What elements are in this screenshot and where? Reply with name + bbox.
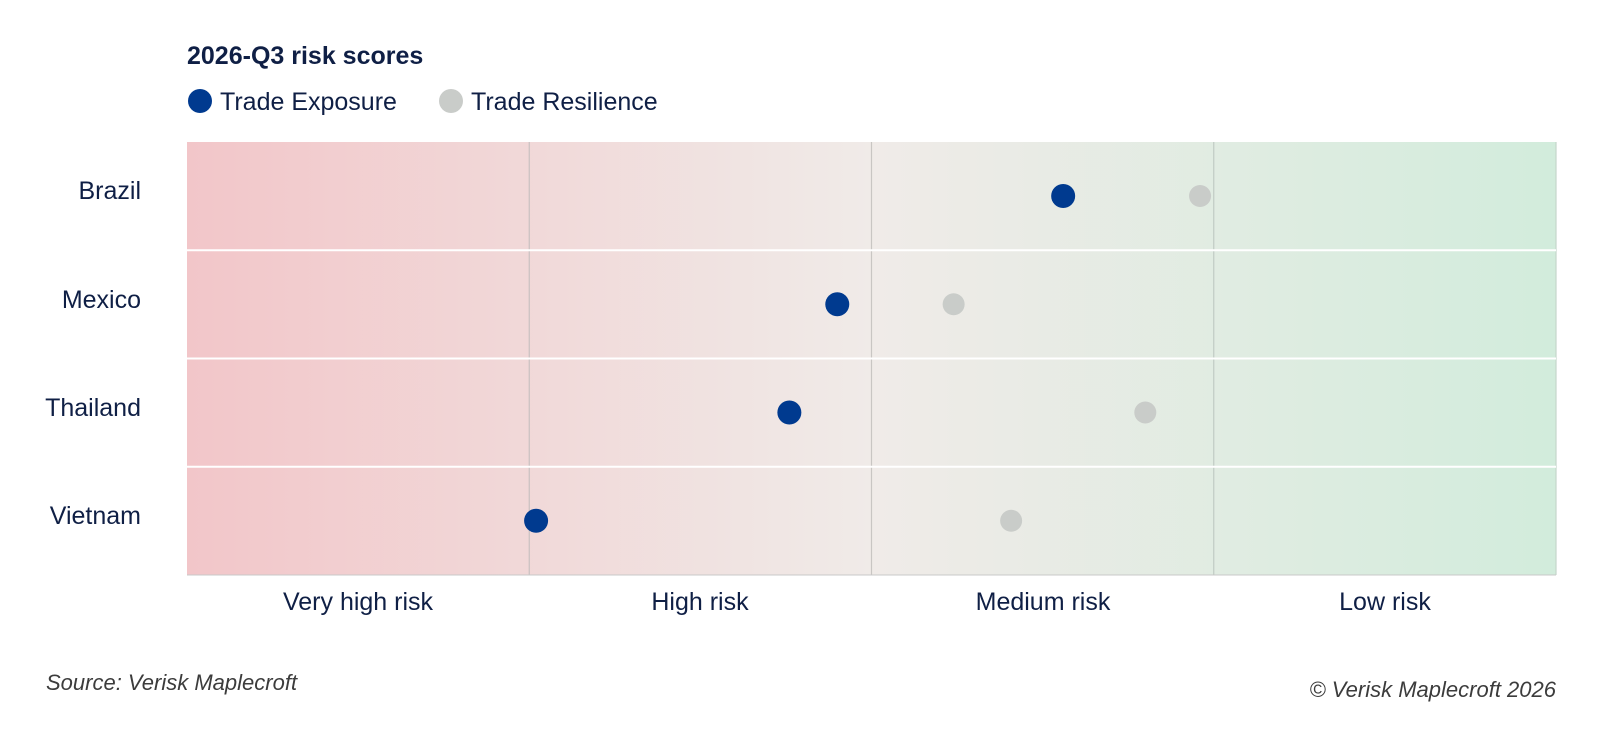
legend: Trade Exposure Trade Resilience [188, 88, 658, 116]
row-label-vietnam: Vietnam [50, 502, 141, 530]
point-trade-exposure-vietnam [524, 508, 549, 533]
legend-marker-trade-exposure [188, 89, 212, 113]
row-label-thailand: Thailand [45, 394, 141, 422]
band-label-very-high-risk: Very high risk [283, 588, 434, 616]
data-points [524, 184, 1212, 533]
row-label-mexico: Mexico [62, 286, 141, 314]
point-trade-resilience-brazil [1189, 185, 1212, 207]
source-note: Source: Verisk Maplecroft [46, 670, 298, 695]
band-label-medium-risk: Medium risk [976, 588, 1111, 616]
point-trade-exposure-mexico [825, 292, 850, 317]
band-label-high-risk: High risk [651, 588, 749, 616]
legend-label-trade-resilience: Trade Resilience [471, 88, 658, 116]
point-trade-exposure-brazil [1051, 184, 1076, 208]
copyright-note: © Verisk Maplecroft 2026 [1309, 677, 1556, 702]
row-labels: Brazil Mexico Thailand Vietnam [45, 177, 141, 530]
row-separators [187, 249, 1556, 468]
point-trade-resilience-vietnam [1000, 509, 1023, 532]
point-trade-resilience-mexico [942, 293, 965, 316]
point-trade-exposure-thailand [777, 400, 802, 425]
row-label-brazil: Brazil [78, 177, 141, 205]
legend-label-trade-exposure: Trade Exposure [220, 88, 397, 116]
legend-marker-trade-resilience [439, 89, 463, 113]
point-trade-resilience-thailand [1134, 401, 1157, 424]
chart-title: 2026-Q3 risk scores [187, 42, 423, 70]
band-label-low-risk: Low risk [1339, 588, 1431, 616]
band-labels: Very high risk High risk Medium risk Low… [283, 588, 1431, 616]
